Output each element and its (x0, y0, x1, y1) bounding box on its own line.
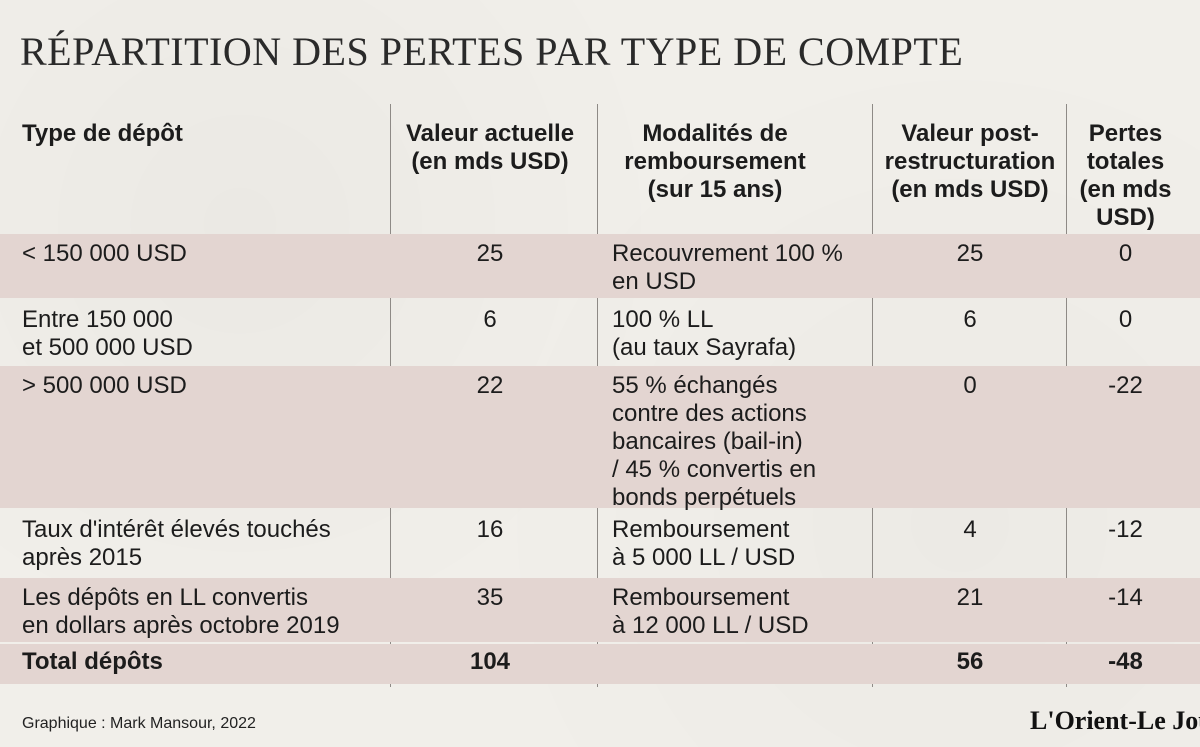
row-band (0, 366, 1200, 508)
table-cell-actuelle: 22 (476, 372, 504, 399)
total-cell-actuelle: 104 (469, 648, 511, 675)
table-cell-post: 4 (963, 516, 977, 543)
credit-text: Graphique : Mark Mansour, 2022 (22, 715, 256, 732)
page-title: RÉPARTITION DES PERTES PAR TYPE DE COMPT… (20, 29, 964, 74)
table-cell-pertes: -12 (1108, 516, 1143, 543)
column-header: Valeur post- restructuration (en mds USD… (884, 120, 1056, 203)
total-band (0, 644, 1200, 684)
table-cell-type: Taux d'intérêt élevés touchés après 2015 (22, 516, 331, 571)
table-cell-type: > 500 000 USD (22, 372, 187, 399)
table-cell-pertes: -22 (1108, 372, 1143, 399)
table-cell-pertes: 0 (1118, 306, 1133, 333)
table-cell-modalites: Recouvrement 100 % en USD (612, 240, 843, 295)
table-cell-post: 21 (956, 584, 984, 611)
table-cell-post: 25 (956, 240, 984, 267)
row-band (0, 234, 1200, 298)
publisher-logo: L'Orient-Le Jour (1030, 706, 1200, 735)
table-cell-post: 0 (963, 372, 977, 399)
table-cell-modalites: 100 % LL (au taux Sayrafa) (612, 306, 797, 361)
table-cell-actuelle: 16 (476, 516, 504, 543)
row-band (0, 578, 1200, 642)
table-cell-actuelle: 6 (483, 306, 497, 333)
table-cell-modalites: Remboursement à 12 000 LL / USD (612, 584, 809, 639)
column-header: Type de dépôt (22, 120, 183, 147)
table-cell-post: 6 (963, 306, 977, 333)
table-cell-type: Les dépôts en LL convertis en dollars ap… (22, 584, 340, 639)
column-header: Valeur actuelle (en mds USD) (405, 120, 575, 175)
column-header: Modalités de remboursement (sur 15 ans) (624, 120, 806, 203)
total-cell-type: Total dépôts (22, 648, 163, 675)
table-cell-modalites: 55 % échangés contre des actions bancair… (612, 372, 817, 511)
table-cell-pertes: 0 (1118, 240, 1133, 267)
table-cell-pertes: -14 (1108, 584, 1143, 611)
table-cell-actuelle: 35 (476, 584, 504, 611)
total-cell-post: 56 (956, 648, 984, 675)
table-cell-modalites: Remboursement à 5 000 LL / USD (612, 516, 796, 571)
total-cell-pertes: -48 (1108, 648, 1143, 675)
table-cell-type: Entre 150 000 et 500 000 USD (22, 306, 193, 361)
table-cell-type: < 150 000 USD (22, 240, 187, 267)
table-cell-actuelle: 25 (476, 240, 504, 267)
column-header: Pertes totales (en mds USD) (1079, 120, 1172, 231)
